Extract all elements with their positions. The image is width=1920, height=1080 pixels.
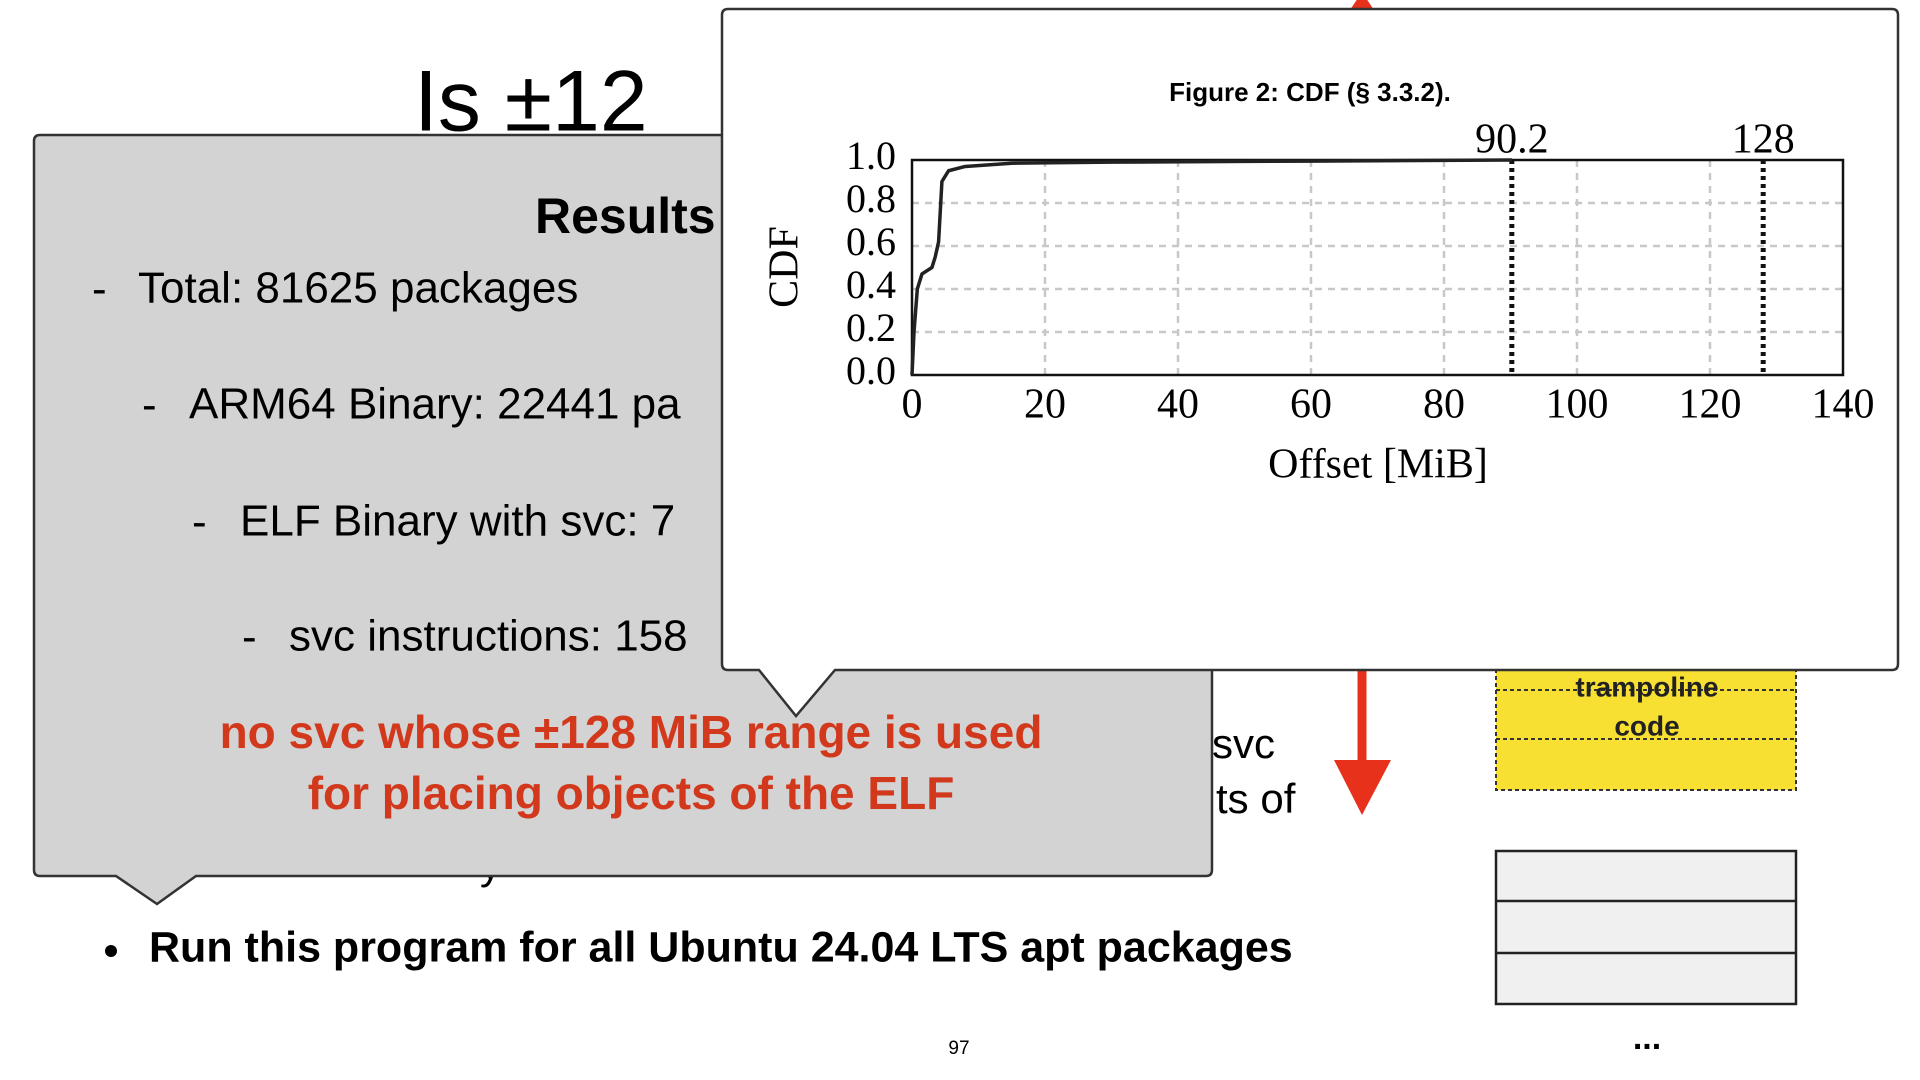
dash: - (142, 381, 157, 430)
dash: - (242, 613, 257, 662)
arrow-head (1334, 760, 1391, 815)
trampoline-label: code (1614, 710, 1679, 741)
ellipsis: ... (1633, 1019, 1661, 1057)
figure-popup (720, 7, 1900, 718)
dash: - (192, 498, 207, 547)
callout-item: ELF Binary with svc: 7 (240, 497, 675, 546)
cdf-line (910, 158, 1512, 376)
x-axis-label: Offset [MiB] (1268, 442, 1488, 488)
x-tick-label: 80 (1423, 382, 1465, 428)
plot: 0.00.20.40.60.81.0 0 20 40 60 80 100 120 140 90.2… (846, 117, 1875, 428)
y-axis-label: CDF (762, 226, 808, 308)
x-tick-label: 60 (1290, 382, 1332, 428)
y-tick-label: 0.8 (846, 176, 896, 221)
y-tick-label: 1.0 (846, 133, 896, 178)
callout-item: svc instructions: 158 (289, 612, 688, 661)
slide-title: Is ±12 (414, 54, 648, 150)
y-tick-label: 0.2 (846, 305, 896, 350)
y-tick-label: 0.0 (846, 348, 896, 393)
page-number: 97 (948, 1038, 969, 1059)
x-tick-label: 120 (1679, 382, 1742, 428)
trampoline-box (1495, 666, 1797, 791)
x-tick-label: 40 (1157, 382, 1199, 428)
x-tick-label: 100 (1546, 382, 1609, 428)
callout-heading: Results (535, 188, 716, 244)
y-tick-label: 0.6 (846, 219, 896, 264)
y-tick-label: 0.4 (846, 262, 896, 307)
callout-item: Total: 81625 packages (138, 264, 578, 313)
memory-stack (1494, 849, 1798, 1006)
x-tick-label: 140 (1812, 382, 1875, 428)
chart-title: Figure 2: CDF (§ 3.3.2). (1169, 77, 1451, 107)
x-tick-label: 0 (902, 382, 923, 428)
x-tick-label: 20 (1024, 382, 1066, 428)
text-fragment: ts of (1216, 775, 1296, 822)
callout-note: for placing objects of the ELF (308, 767, 955, 819)
bullet-text: Run this program for all Ubuntu 24.04 LT… (149, 923, 1293, 971)
reference-label: 90.2 (1475, 117, 1549, 163)
text-fragment: svc (1212, 720, 1275, 767)
bullet-dot (105, 945, 117, 957)
trampoline-label: trampoline (1575, 671, 1718, 702)
dash: - (92, 265, 107, 314)
callout-note: no svc whose ±128 MiB range is used (220, 706, 1043, 758)
callout-item: ARM64 Binary: 22441 pa (189, 380, 681, 429)
reference-label: 128 (1732, 117, 1795, 163)
arrow-head (1350, 0, 1374, 10)
